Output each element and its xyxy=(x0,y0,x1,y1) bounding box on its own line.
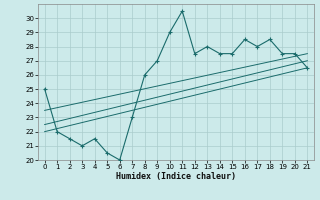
X-axis label: Humidex (Indice chaleur): Humidex (Indice chaleur) xyxy=(116,172,236,181)
